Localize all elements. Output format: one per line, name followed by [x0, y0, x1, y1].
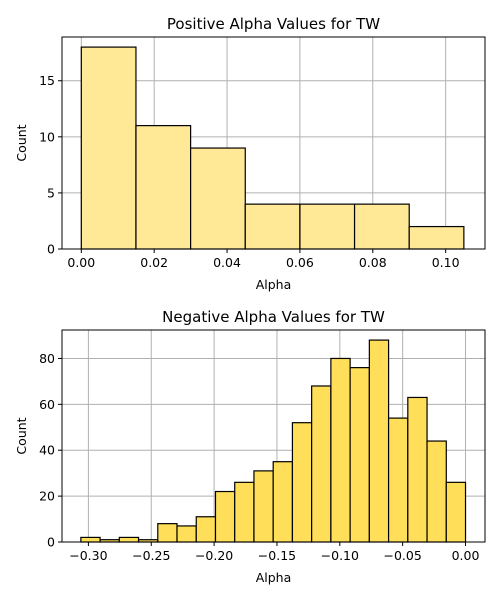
y-tick-label: 15	[39, 73, 55, 88]
histogram-bar	[330, 357, 351, 543]
y-tick-label: 40	[39, 443, 55, 458]
bottom-chart: −0.30 −0.25 −0.20 −0.15 −0.10 −0.05 0.00 0 20 40…	[14, 308, 486, 585]
x-tick-label: −0.10	[321, 548, 359, 563]
top-chart-y-ticks: 0 5 10 15	[39, 73, 62, 257]
top-chart-title: Positive Alpha Values for TW	[167, 15, 380, 33]
x-tick-label: −0.20	[195, 548, 233, 563]
y-tick-label: 60	[39, 397, 55, 412]
histogram-bar	[253, 470, 274, 543]
histogram-bar	[353, 203, 410, 250]
y-tick-label: 0	[47, 535, 55, 550]
y-tick-label: 5	[47, 185, 55, 200]
bottom-chart-y-ticks: 0 20 40 60 80	[39, 351, 62, 550]
y-tick-label: 20	[39, 489, 55, 504]
top-chart: 0.00 0.02 0.04 0.06 0.08 0.10 0 5 10 15 Positive…	[14, 15, 486, 292]
x-tick-label: −0.25	[132, 548, 170, 563]
bottom-chart-x-axis-label: Alpha	[256, 570, 292, 585]
histogram-bar	[244, 203, 301, 250]
histogram-bar	[445, 481, 467, 543]
bottom-chart-title: Negative Alpha Values for TW	[162, 308, 385, 326]
histogram-bar	[118, 536, 140, 543]
histogram-bar	[291, 422, 313, 543]
histogram-bar	[195, 516, 217, 543]
histogram-bar	[176, 525, 197, 543]
histogram-bar	[311, 385, 332, 543]
x-tick-label: −0.30	[69, 548, 107, 563]
x-tick-label: −0.05	[384, 548, 422, 563]
histogram-bar	[368, 339, 390, 543]
histogram-bar	[80, 46, 137, 250]
x-tick-label: −0.15	[258, 548, 296, 563]
y-tick-label: 10	[39, 129, 55, 144]
top-chart-bars	[80, 46, 465, 250]
x-tick-label: 0.00	[452, 548, 480, 563]
top-chart-frame	[61, 36, 486, 250]
top-chart-x-ticks: 0.00 0.02 0.04 0.06 0.08 0.10	[67, 249, 460, 270]
histogram-bar	[387, 417, 409, 543]
bottom-chart-y-axis-label: Count	[14, 417, 29, 454]
x-tick-label: 0.00	[67, 255, 95, 270]
y-tick-label: 0	[47, 242, 55, 257]
histogram-bar	[80, 536, 101, 543]
histogram-bar	[135, 125, 192, 250]
top-chart-x-axis-label: Alpha	[256, 277, 292, 292]
histogram-bar	[426, 440, 447, 543]
bottom-chart-frame	[61, 329, 486, 543]
x-tick-label: 0.10	[432, 255, 460, 270]
x-tick-label: 0.06	[286, 255, 314, 270]
histogram-bar	[234, 481, 255, 543]
histogram-bar	[272, 461, 294, 543]
histogram-bar	[299, 203, 356, 250]
bottom-chart-bars	[80, 339, 467, 543]
x-tick-label: 0.08	[359, 255, 387, 270]
x-tick-label: 0.02	[140, 255, 168, 270]
y-tick-label: 80	[39, 351, 55, 366]
histogram-bar	[349, 367, 370, 543]
histogram-bar	[214, 490, 236, 543]
bottom-chart-x-ticks: −0.30 −0.25 −0.20 −0.15 −0.10 −0.05 0.00	[69, 542, 479, 563]
top-chart-y-axis-label: Count	[14, 124, 29, 161]
histogram-bar	[157, 523, 178, 543]
histogram-bar	[190, 147, 246, 250]
x-tick-label: 0.04	[213, 255, 241, 270]
histogram-bar	[407, 396, 428, 543]
histogram-bar	[408, 225, 465, 250]
